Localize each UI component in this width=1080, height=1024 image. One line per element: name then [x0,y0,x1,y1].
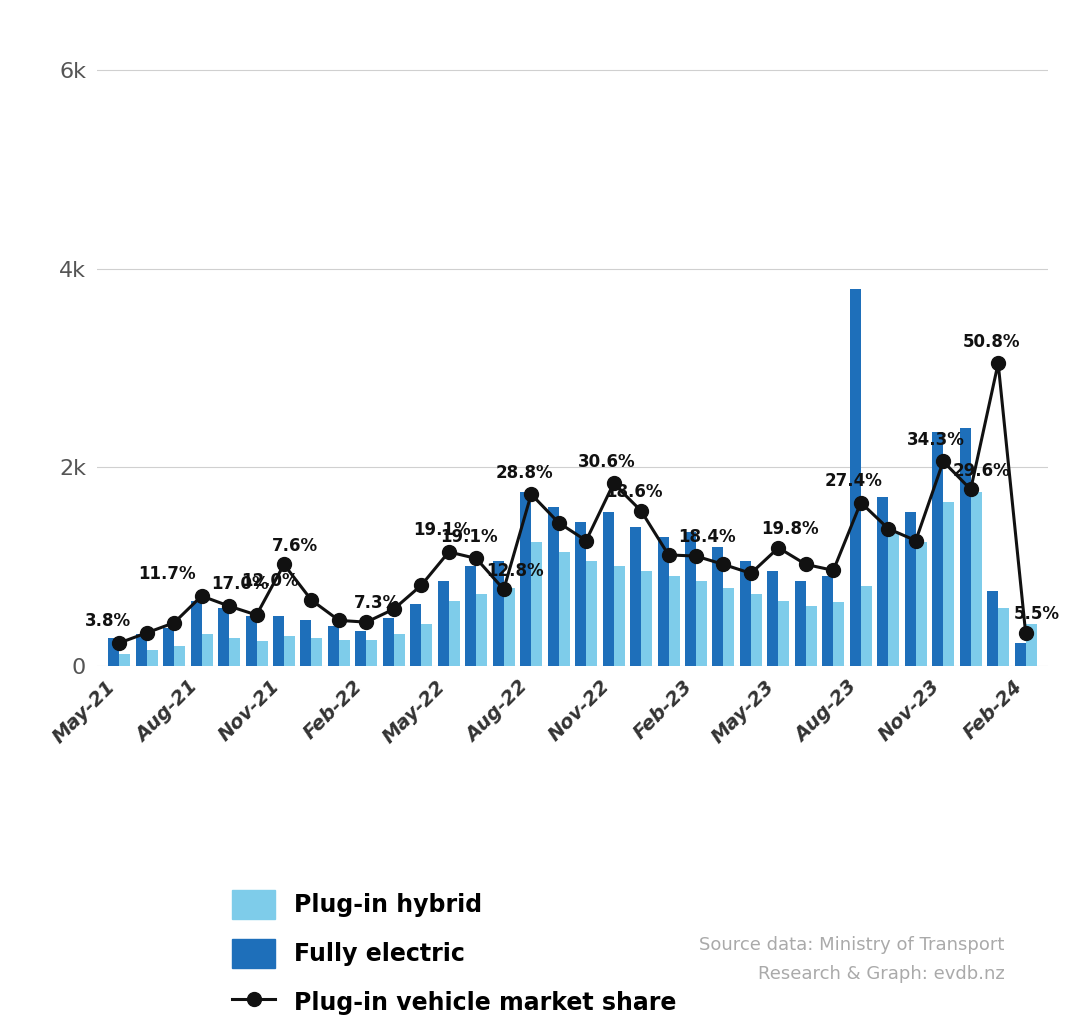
Bar [465,566,476,666]
Bar [696,582,707,666]
Bar [779,601,789,666]
Bar [888,531,900,666]
Bar [190,601,202,666]
Bar [905,512,916,666]
Bar [960,428,971,666]
Bar [971,492,982,666]
Bar [932,432,943,666]
Bar [916,542,927,666]
Bar [1026,624,1037,666]
Text: 11.7%: 11.7% [138,565,195,584]
Text: 17.0%: 17.0% [212,575,269,594]
Bar [586,561,597,666]
Bar [147,650,158,666]
Text: 28.8%: 28.8% [496,464,553,481]
Text: 18.4%: 18.4% [678,528,735,546]
Text: 12.0%: 12.0% [241,572,298,590]
Bar [630,526,642,666]
Text: 19.1%: 19.1% [413,521,471,540]
Text: 34.3%: 34.3% [907,431,966,449]
Bar [861,586,872,666]
Bar [998,608,1009,666]
Bar [273,616,284,666]
Bar [768,571,779,666]
Bar [174,646,185,666]
Bar [806,606,816,666]
Bar [795,582,806,666]
Bar [437,582,449,666]
Bar [548,507,558,666]
Bar [751,594,761,666]
Bar [669,577,679,666]
Bar [603,512,613,666]
Text: 30.6%: 30.6% [578,453,635,471]
Text: 29.6%: 29.6% [953,462,1011,479]
Text: 5.5%: 5.5% [1014,605,1059,623]
Bar [355,631,366,666]
Bar [328,626,339,666]
Bar [394,634,405,666]
Text: 3.8%: 3.8% [85,612,131,631]
Text: 7.6%: 7.6% [272,537,319,555]
Bar [642,571,652,666]
Bar [877,497,888,666]
Bar [339,640,350,666]
Bar [850,289,861,666]
Bar [576,522,586,666]
Bar [521,492,531,666]
Bar [311,638,323,666]
Bar [257,641,268,666]
Bar [218,608,229,666]
Bar [300,620,311,666]
Bar [943,502,955,666]
Bar [476,594,487,666]
Bar [492,561,503,666]
Bar [136,634,147,666]
Bar [987,591,998,666]
Text: 18.6%: 18.6% [606,483,663,501]
Legend: Plug-in hybrid, Fully electric, Plug-in vehicle market share: Plug-in hybrid, Fully electric, Plug-in … [224,881,686,1024]
Bar [558,552,569,666]
Bar [383,618,394,666]
Bar [245,616,257,666]
Bar [421,624,432,666]
Bar [229,638,240,666]
Bar [685,531,696,666]
Bar [658,537,669,666]
Bar [740,561,751,666]
Bar [108,638,119,666]
Text: 19.8%: 19.8% [760,520,819,538]
Bar [531,542,542,666]
Text: 50.8%: 50.8% [962,333,1020,350]
Bar [410,604,421,666]
Text: Source data: Ministry of Transport
Research & Graph: evdb.nz: Source data: Ministry of Transport Resea… [699,936,1004,983]
Bar [163,628,174,666]
Text: 12.8%: 12.8% [486,561,543,580]
Bar [119,653,131,666]
Bar [202,634,213,666]
Text: 7.3%: 7.3% [354,594,401,612]
Bar [724,588,734,666]
Bar [366,640,377,666]
Text: 27.4%: 27.4% [825,472,882,489]
Bar [822,577,834,666]
Text: 19.1%: 19.1% [441,527,498,546]
Bar [503,588,515,666]
Bar [449,601,460,666]
Bar [613,566,624,666]
Bar [1014,643,1026,666]
Bar [284,636,295,666]
Bar [834,602,845,666]
Bar [713,547,724,666]
